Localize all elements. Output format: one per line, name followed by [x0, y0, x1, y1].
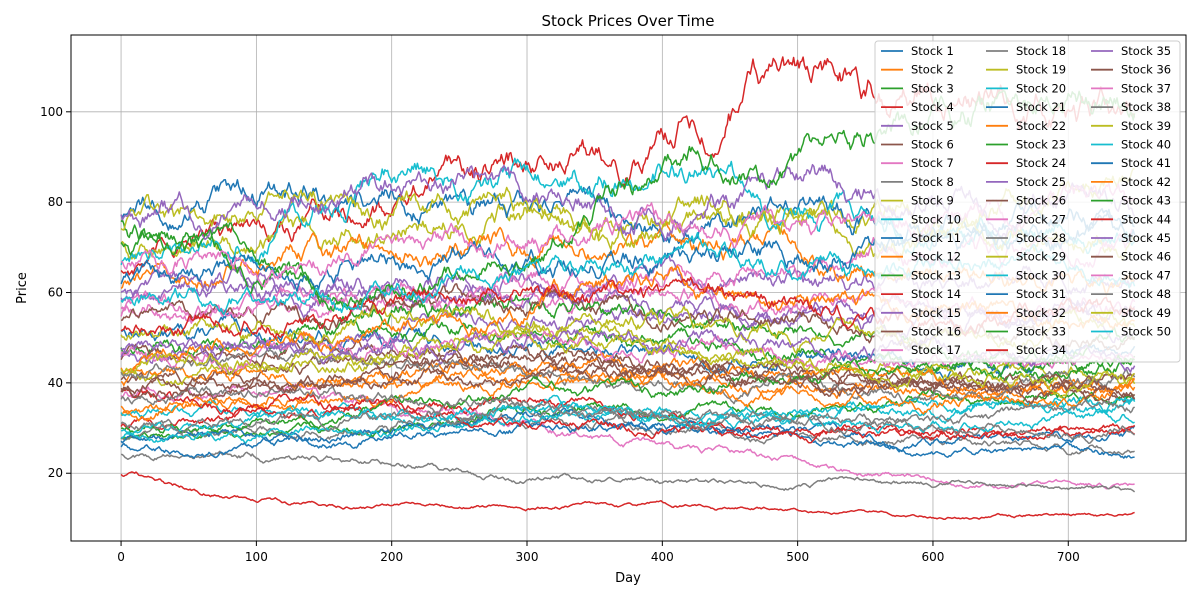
legend-label: Stock 28	[1016, 231, 1066, 245]
legend-label: Stock 38	[1121, 100, 1171, 114]
legend-label: Stock 34	[1016, 343, 1066, 357]
legend-label: Stock 3	[911, 81, 954, 95]
legend-label: Stock 35	[1121, 44, 1171, 58]
series-line-31	[120, 420, 1135, 459]
y-tick-label: 100	[40, 105, 63, 119]
series-line-14	[120, 471, 1135, 521]
legend-label: Stock 25	[1016, 175, 1066, 189]
legend-label: Stock 20	[1016, 81, 1066, 95]
plot-frame	[70, 34, 1187, 542]
legend-label: Stock 7	[911, 156, 954, 170]
legend-label: Stock 24	[1016, 156, 1066, 170]
x-tick-label: 300	[516, 550, 539, 564]
series-line-48	[120, 399, 1136, 444]
x-tick-label: 500	[786, 550, 809, 564]
y-axis-ticks: 20 40 60 80 100	[40, 105, 71, 480]
legend-label: Stock 26	[1016, 194, 1066, 208]
legend-label: Stock 5	[911, 119, 954, 133]
legend-label: Stock 12	[911, 250, 961, 264]
legend-label: Stock 47	[1121, 268, 1171, 282]
x-tick-label: 700	[1057, 550, 1080, 564]
legend-label: Stock 23	[1016, 138, 1066, 152]
legend: Stock 1 Stock 2 Stock 3 Stock 4 Stock 5 Stock…	[874, 40, 1181, 363]
legend-label: Stock 41	[1121, 156, 1171, 170]
legend-label: Stock 22	[1016, 119, 1066, 133]
y-axis-label: Price	[15, 272, 30, 304]
series-line-10	[120, 394, 1136, 429]
x-tick-label: 100	[245, 550, 268, 564]
legend-label: Stock 14	[911, 287, 961, 301]
legend-label: Stock 21	[1016, 100, 1066, 114]
legend-label: Stock 8	[911, 175, 954, 189]
legend-label: Stock 10	[911, 212, 961, 226]
y-tick-label: 40	[48, 376, 63, 390]
legend-label: Stock 42	[1121, 175, 1171, 189]
series-line-32	[120, 370, 1136, 422]
legend-label: Stock 29	[1016, 250, 1066, 264]
legend-label: Stock 43	[1121, 194, 1171, 208]
legend-label: Stock 30	[1016, 268, 1066, 282]
x-tick-label: 0	[117, 550, 125, 564]
series-line-8	[120, 450, 1136, 493]
legend-label: Stock 11	[911, 231, 961, 245]
series-line-13	[120, 387, 1135, 441]
y-tick-label: 20	[48, 466, 63, 480]
legend-label: Stock 4	[911, 100, 954, 114]
legend-label: Stock 2	[911, 63, 954, 77]
legend-label: Stock 39	[1121, 119, 1171, 133]
series-line-36	[120, 359, 1136, 405]
y-tick-label: 60	[48, 286, 63, 300]
x-axis-ticks: 0 100 200 300 400 500 600 700	[117, 541, 1080, 564]
legend-label: Stock 33	[1016, 325, 1066, 339]
legend-label: Stock 37	[1121, 81, 1171, 95]
legend-label: Stock 49	[1121, 306, 1171, 320]
legend-label: Stock 27	[1016, 212, 1066, 226]
legend-label: Stock 48	[1121, 287, 1171, 301]
legend-label: Stock 31	[1016, 287, 1066, 301]
x-axis-label: Day	[615, 571, 641, 586]
y-tick-label: 80	[48, 195, 63, 209]
legend-label: Stock 16	[911, 325, 961, 339]
x-tick-label: 400	[651, 550, 674, 564]
legend-label: Stock 46	[1121, 250, 1171, 264]
legend-label: Stock 9	[911, 194, 954, 208]
x-tick-label: 200	[380, 550, 403, 564]
legend-label: Stock 19	[1016, 63, 1066, 77]
legend-label: Stock 18	[1016, 44, 1066, 58]
legend-label: Stock 1	[911, 44, 954, 58]
legend-label: Stock 32	[1016, 306, 1066, 320]
x-tick-label: 600	[922, 550, 945, 564]
legend-label: Stock 45	[1121, 231, 1171, 245]
legend-label: Stock 15	[911, 306, 961, 320]
series-line-40	[121, 401, 1135, 436]
legend-label: Stock 17	[911, 343, 961, 357]
legend-label: Stock 40	[1121, 138, 1171, 152]
chart-title: Stock Prices Over Time	[541, 12, 714, 30]
legend-label: Stock 6	[911, 138, 954, 152]
legend-label: Stock 36	[1121, 63, 1171, 77]
series-line-28	[120, 347, 1136, 405]
legend-box	[874, 40, 1181, 363]
legend-label: Stock 44	[1121, 212, 1171, 226]
series-line-33	[120, 354, 1135, 434]
legend-label: Stock 13	[911, 268, 961, 282]
series-line-49	[120, 326, 1135, 399]
legend-label: Stock 50	[1121, 325, 1171, 339]
